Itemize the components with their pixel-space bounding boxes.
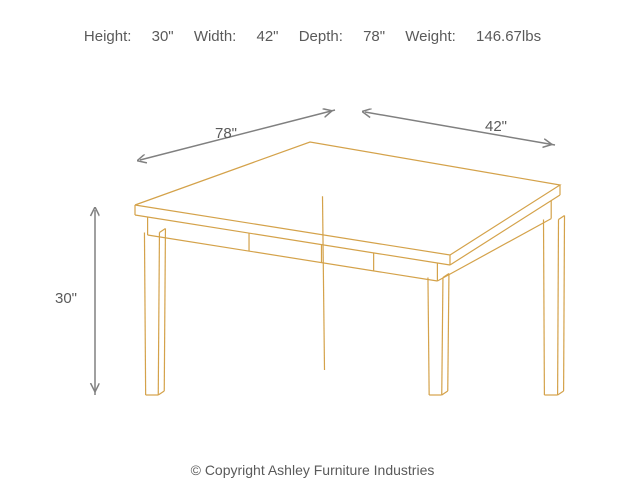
- table-diagram: [0, 60, 625, 440]
- spec-width-label: Width:: [194, 28, 237, 45]
- copyright-text: © Copyright Ashley Furniture Industries: [0, 462, 625, 478]
- dim-width-label: 42": [485, 118, 507, 135]
- spec-weight-label: Weight:: [405, 28, 456, 45]
- dim-height-label: 30": [55, 290, 77, 307]
- spec-height-label: Height:: [84, 28, 132, 45]
- spec-depth-label: Depth:: [299, 28, 343, 45]
- spec-height-val: 30": [152, 28, 174, 45]
- spec-width-val: 42": [257, 28, 279, 45]
- spec-weight-val: 146.67lbs: [476, 28, 541, 45]
- spec-depth-val: 78": [363, 28, 385, 45]
- spec-bar: Height: 30" Width: 42" Depth: 78" Weight…: [0, 28, 625, 45]
- dim-depth-label: 78": [215, 125, 237, 142]
